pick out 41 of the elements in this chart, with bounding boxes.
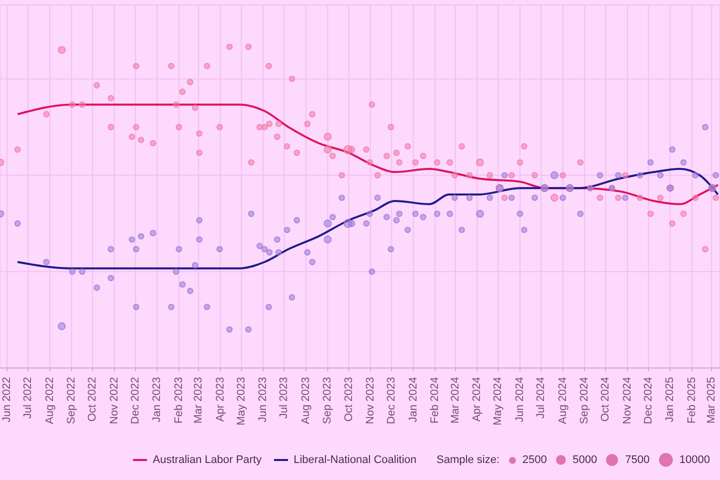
x-tick-label: Aug 2022 xyxy=(44,377,56,424)
x-tick-label: Apr 2024 xyxy=(471,377,484,422)
x-tick-label: Jul 2024 xyxy=(535,377,548,419)
x-tick-label: Jun 2022 xyxy=(1,377,14,422)
x-tick-label: Dec 2022 xyxy=(129,377,142,424)
x-tick-label: Mar 2023 xyxy=(192,377,205,424)
x-tick-label: Nov 2023 xyxy=(364,377,377,424)
legend-label: Australian Labor Party xyxy=(152,454,262,466)
legend-label: 10000 xyxy=(679,454,710,466)
x-tick-label: Feb 2024 xyxy=(429,377,442,424)
x-tick-label: Sep 2024 xyxy=(578,377,591,424)
x-tick-label: Jan 2024 xyxy=(407,377,420,422)
x-tick-label: Jul 2022 xyxy=(22,377,34,419)
legend-label: Liberal-National Coalition xyxy=(294,454,417,466)
x-tick-label: May 2024 xyxy=(492,377,504,426)
legend-label: 5000 xyxy=(572,454,598,466)
x-tick-label: Oct 2022 xyxy=(86,377,99,422)
x-tick-label: Jun 2023 xyxy=(257,377,270,422)
x-tick-label: Nov 2024 xyxy=(621,377,634,424)
x-tick-label: Dec 2024 xyxy=(642,377,654,424)
x-tick-label: Jun 2024 xyxy=(514,377,526,422)
x-tick-label: Nov 2022 xyxy=(108,377,120,424)
x-tick-label: Oct 2024 xyxy=(600,377,612,422)
legend-label: 2500 xyxy=(522,454,547,466)
x-tick-label: Apr 2023 xyxy=(214,377,226,422)
x-tick-label: Feb 2025 xyxy=(686,377,698,424)
x-tick-label: Jul 2023 xyxy=(278,377,290,419)
x-tick-label: Mar 2024 xyxy=(449,377,462,424)
x-tick-label: May 2023 xyxy=(235,377,248,426)
x-tick-label: Jan 2023 xyxy=(151,377,164,422)
x-tick-label: Sep 2023 xyxy=(322,377,334,424)
x-tick-label: Aug 2023 xyxy=(300,377,312,424)
x-tick-label: Oct 2023 xyxy=(342,377,355,422)
x-tick-label: Sep 2022 xyxy=(66,377,78,424)
legend-title: Sample size: xyxy=(436,454,500,466)
x-tick-label: Mar 2025 xyxy=(706,377,718,424)
x-tick-label: Feb 2023 xyxy=(172,377,185,424)
x-tick-label: Aug 2024 xyxy=(556,377,569,424)
x-tick-label: Dec 2023 xyxy=(386,377,398,424)
legend-label: 7500 xyxy=(625,454,650,466)
x-tick-label: Jan 2025 xyxy=(664,377,676,422)
